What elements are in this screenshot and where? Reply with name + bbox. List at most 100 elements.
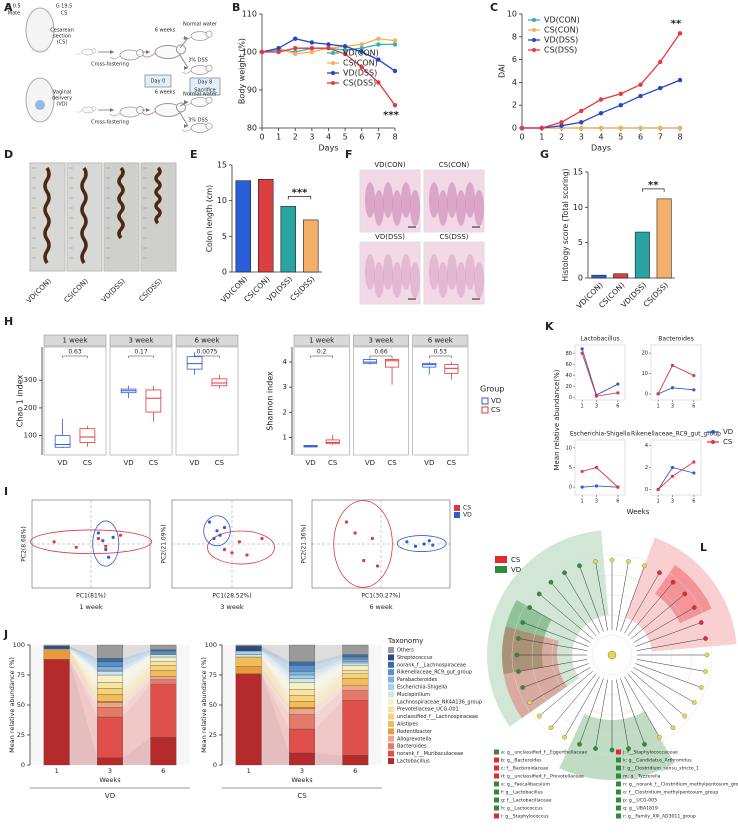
clade-sector (502, 600, 552, 675)
x-tick-label: 3 (671, 499, 674, 505)
bar (280, 206, 296, 273)
flow (122, 737, 151, 765)
legend-swatch (388, 691, 394, 698)
schematic-text: G 0.5 (7, 4, 20, 10)
series-line (582, 467, 619, 488)
clade-node (691, 700, 697, 705)
p-bracket (128, 355, 154, 358)
key-label: k: g__Candidatus_Arthromitus (623, 758, 692, 764)
x-tick-label: VD (190, 459, 200, 467)
bar-segment (342, 685, 369, 691)
confidence-ellipse (203, 515, 231, 547)
data-point (579, 108, 584, 114)
data-point (104, 547, 108, 552)
subplot-title: Rikenellaceae_RC9_gut_group (631, 431, 721, 438)
clade-branch (624, 676, 660, 738)
clade-node (562, 734, 567, 740)
clade-node (642, 563, 647, 569)
panel-label: J (3, 628, 8, 641)
photo (103, 162, 140, 272)
legend-marker (331, 51, 335, 55)
data-point (215, 529, 219, 533)
key-swatch (616, 773, 621, 779)
y-axis-label: Mean relative abundance(%) (553, 369, 561, 470)
bar-segment (235, 656, 262, 667)
bar-segment (150, 650, 177, 654)
data-point (579, 120, 584, 125)
bar-segment (43, 644, 70, 647)
flow (122, 651, 151, 667)
y-tick-label: 3 (283, 383, 287, 391)
mouse-tail (141, 52, 156, 58)
tissue (474, 262, 484, 298)
data-point (616, 382, 620, 386)
tissue (429, 182, 439, 218)
flow (261, 666, 290, 709)
x-tick-label: 4 (598, 133, 603, 142)
p-value: 0.66 (374, 349, 388, 356)
data-point (413, 544, 418, 548)
clade-node (536, 591, 542, 597)
key-swatch (494, 749, 499, 755)
legend-label: Prevotellaceae_UCG-001 (397, 707, 459, 713)
bar-segment (150, 649, 177, 652)
data-point (107, 555, 111, 559)
legend-label: VD (491, 397, 501, 405)
data-point (580, 347, 584, 351)
legend-label: Others (397, 648, 414, 654)
key-label: m: g__Tyzzerella (623, 774, 661, 780)
clade-node (698, 685, 704, 690)
legend-label: Bacteroides (397, 744, 427, 750)
subplot-title: 6 week (369, 603, 393, 611)
legend-swatch (495, 566, 507, 573)
p-value: 0.17 (134, 349, 148, 356)
data-point (376, 57, 381, 62)
mouse-icon (181, 64, 213, 75)
data-point (692, 471, 696, 475)
confidence-ellipse (207, 530, 275, 565)
flow (122, 676, 151, 703)
data-point (656, 487, 660, 492)
data-point (658, 59, 663, 65)
y-axis-label: PC2(8.68%) (21, 526, 28, 561)
data-point (52, 540, 56, 544)
bar-segment (150, 656, 177, 662)
facet-label: 6 week (428, 337, 454, 345)
bar-segment (150, 684, 177, 738)
schematic-text: Vaginal (53, 90, 71, 96)
clade-node (577, 563, 582, 569)
y-axis-label: Body weight (%) (238, 38, 247, 104)
tissue (383, 182, 393, 218)
clade-node (527, 605, 533, 610)
y-tick-label: 20 (566, 384, 572, 390)
flow (314, 678, 343, 708)
bar-segment (235, 646, 262, 652)
bar-segment (150, 670, 177, 677)
x-tick-label: 0 (259, 133, 264, 142)
flow (261, 657, 290, 690)
legend-label: Streptococcus (397, 655, 433, 661)
legend-label: CS (463, 505, 471, 512)
data-point (656, 392, 660, 396)
key-swatch (494, 765, 499, 771)
mouse-tail (181, 128, 192, 132)
y-axis-label: Mean relative abundance (%) (200, 657, 208, 753)
clade-node (527, 700, 533, 705)
bar (656, 198, 672, 279)
panel-label: G (540, 148, 549, 161)
bar-segment (289, 728, 315, 754)
bar-segment (97, 682, 123, 689)
data-point (96, 531, 100, 535)
legend-label: CS(CON) (343, 59, 378, 68)
flow (261, 657, 290, 708)
tissue (465, 182, 475, 218)
mouse-tail (75, 52, 83, 55)
tissue (365, 254, 375, 290)
facet-panel (412, 346, 469, 456)
arrow-head (184, 66, 188, 70)
x-tick-label: 3 (671, 404, 674, 410)
tissue (456, 262, 466, 298)
data-point (594, 484, 599, 488)
clade-node (536, 713, 542, 719)
bar-segment (150, 653, 177, 655)
